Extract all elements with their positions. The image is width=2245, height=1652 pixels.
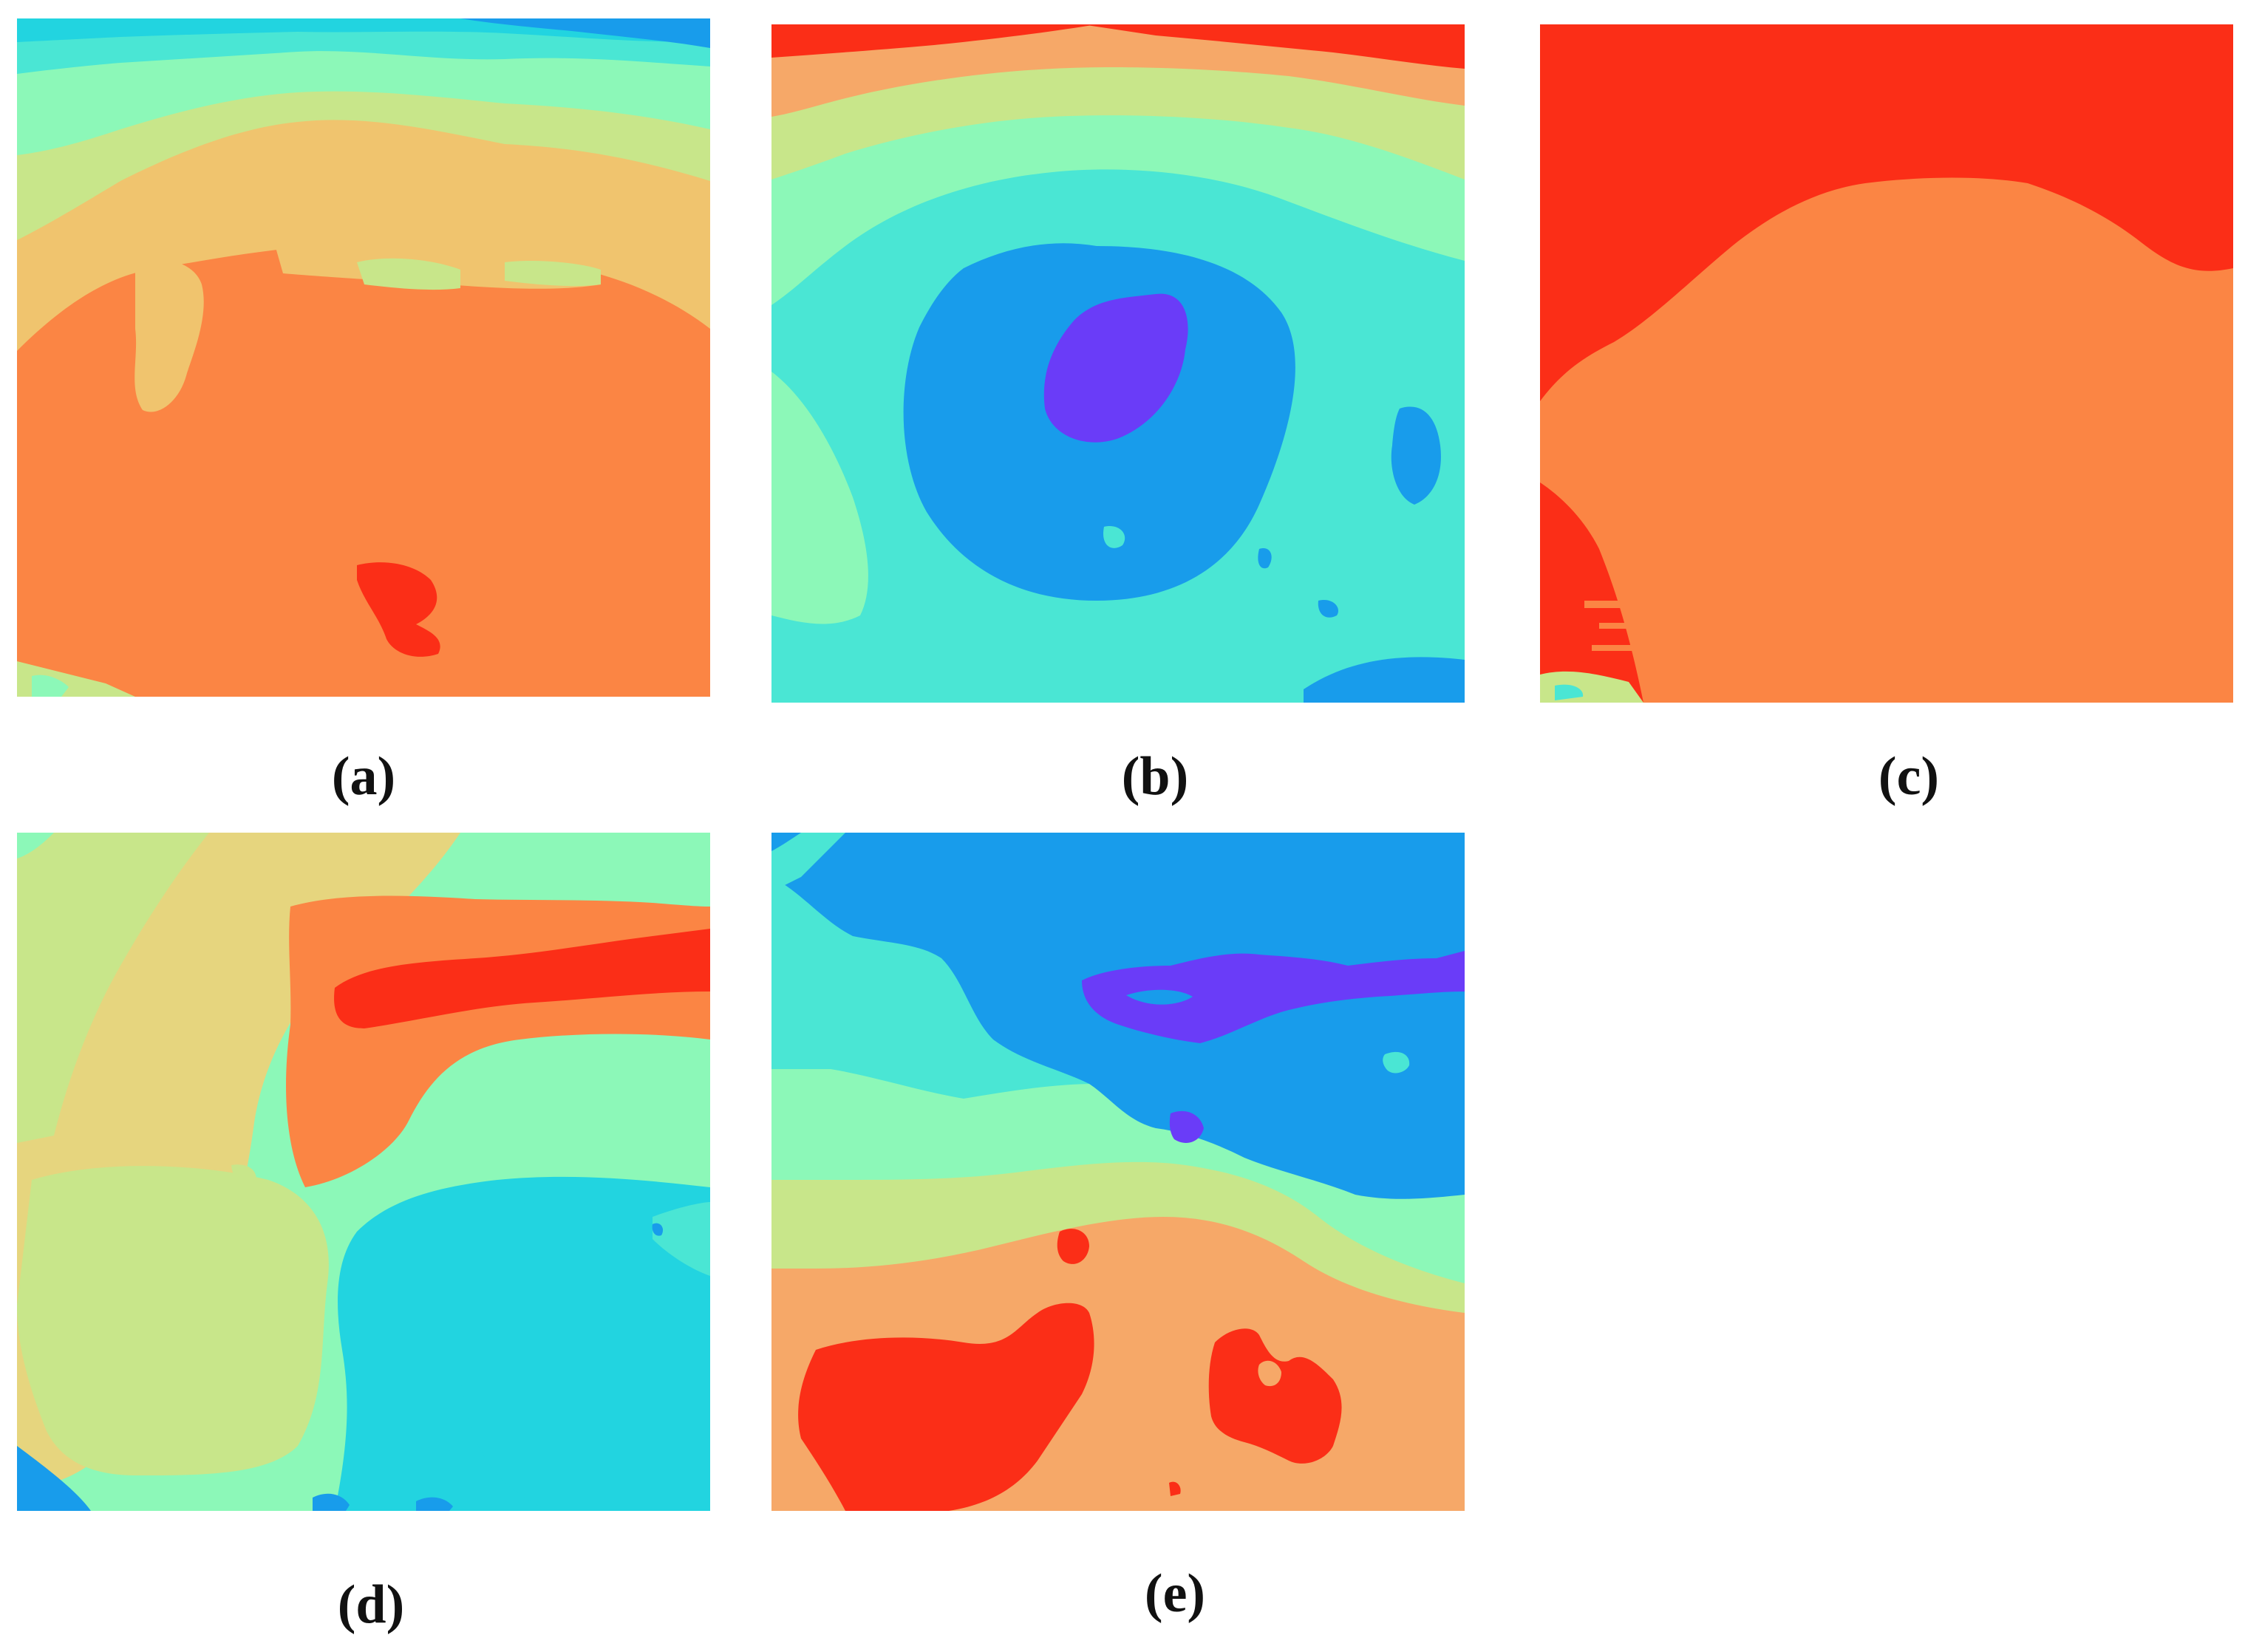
caption-panel-d: (d) (337, 1574, 405, 1635)
heatmap-panel-d (17, 833, 710, 1511)
heatmap-b-image (771, 24, 1465, 703)
heatmap-d-image (17, 833, 710, 1511)
heatmap-panel-a (17, 18, 710, 697)
heatmap-c-image (1540, 24, 2233, 703)
heatmap-a-image (17, 18, 710, 697)
heatmap-e-image (771, 833, 1465, 1511)
caption-panel-c: (c) (1878, 746, 1940, 807)
heatmap-panel-b (771, 24, 1465, 703)
heatmap-panel-c (1540, 24, 2233, 703)
caption-panel-b: (b) (1121, 746, 1189, 807)
caption-panel-a: (a) (331, 746, 396, 807)
heatmap-panel-e (771, 833, 1465, 1511)
caption-panel-e: (e) (1144, 1563, 1206, 1624)
